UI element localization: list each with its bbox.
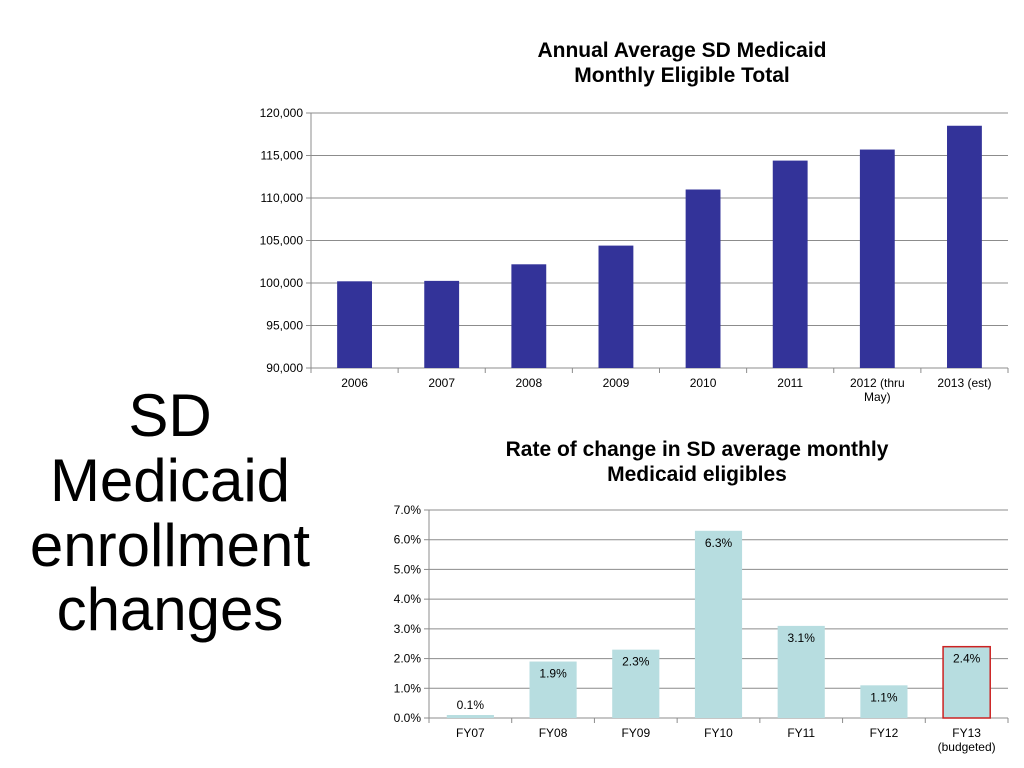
chart2-title-line: Medicaid eligibles (607, 463, 787, 487)
y-tick-label: 2.0% (394, 652, 422, 666)
data-label: 1.9% (539, 667, 567, 681)
y-tick-label: 95,000 (266, 319, 303, 333)
y-tick-label: 0.0% (394, 711, 422, 725)
chart2-title: Rate of change in SD average monthly Med… (432, 437, 962, 487)
bar (529, 661, 577, 718)
y-tick-label: 6.0% (394, 533, 422, 547)
data-label: 3.1% (788, 631, 816, 645)
bar (772, 160, 808, 368)
bar (511, 264, 547, 368)
x-tick-label: FY07 (456, 726, 485, 740)
x-tick-label: 2010 (690, 376, 717, 390)
slide-title: SD Medicaid enrollment changes (0, 382, 340, 644)
bar (685, 189, 721, 368)
bar (694, 530, 743, 718)
x-tick-label: 2008 (515, 376, 542, 390)
x-tick-label: FY13 (budgeted) (938, 726, 996, 754)
bar (424, 280, 460, 368)
y-tick-label: 3.0% (394, 622, 422, 636)
slide-title-line: SD (128, 382, 212, 449)
y-tick-label: 115,000 (261, 149, 304, 163)
y-tick-label: 5.0% (394, 562, 422, 576)
x-tick-label: 2006 (341, 376, 368, 390)
data-label: 1.1% (870, 690, 898, 704)
x-tick-label: 2013 (est) (937, 376, 991, 390)
chart2-title-line: Rate of change in SD average monthly (505, 438, 889, 461)
x-tick-label: 2007 (428, 376, 455, 390)
chart1-title-line: Monthly Eligible Total (574, 64, 790, 88)
bar (777, 625, 825, 718)
y-tick-label: 90,000 (266, 361, 303, 375)
x-tick-label: FY08 (539, 726, 568, 740)
y-tick-label: 110,000 (261, 191, 304, 205)
x-tick-label: 2012 (thru May) (850, 376, 905, 404)
bar (612, 649, 660, 718)
bar (337, 281, 372, 368)
y-tick-label: 4.0% (394, 592, 422, 606)
x-tick-label: FY11 (787, 726, 815, 740)
bar (942, 645, 991, 719)
slide-title-line: Medicaid (49, 446, 291, 514)
bar (446, 715, 494, 718)
slide-title-line: enrollment (29, 511, 311, 579)
y-tick-label: 105,000 (260, 234, 304, 248)
x-tick-label: FY10 (704, 726, 733, 740)
y-tick-label: 1.0% (394, 681, 422, 695)
x-tick-label: FY12 (870, 726, 899, 740)
chart1-title: Annual Average SD Medicaid Monthly Eligi… (432, 38, 932, 88)
slide-title-line: changes (56, 576, 284, 644)
data-label: 6.3% (705, 536, 733, 550)
bar (859, 149, 895, 368)
bar (598, 245, 634, 368)
y-tick-label: 120,000 (260, 106, 304, 120)
data-label: 2.3% (622, 655, 650, 669)
x-tick-label: FY09 (621, 726, 650, 740)
data-label: 0.1% (457, 698, 485, 712)
x-tick-label: 2009 (603, 376, 630, 390)
chart1-title-line: Annual Average SD Medicaid (537, 39, 827, 62)
y-tick-label: 7.0% (394, 503, 422, 517)
x-tick-label: 2011 (777, 376, 803, 390)
y-tick-label: 100,000 (260, 276, 304, 290)
bar (947, 125, 982, 368)
bar (860, 685, 908, 718)
data-label: 2.4% (953, 652, 981, 666)
